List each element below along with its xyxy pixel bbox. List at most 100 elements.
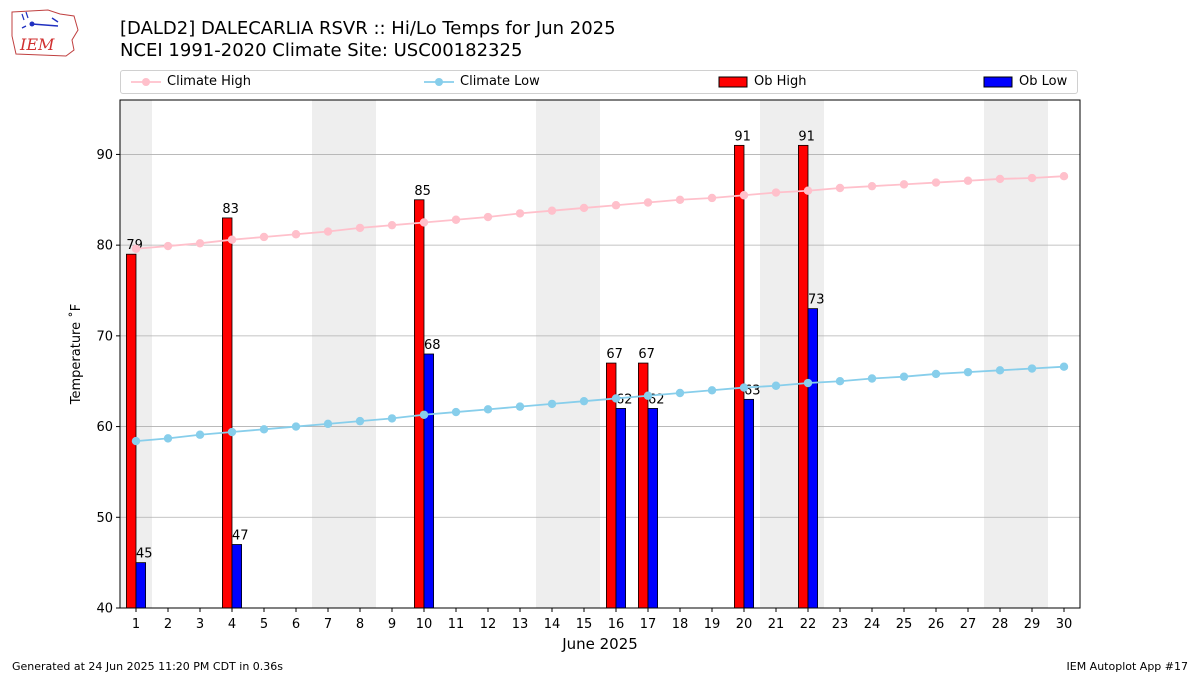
climate-high-point [1059, 172, 1069, 181]
climate-low-point [963, 367, 973, 377]
x-tick-label: 3 [196, 617, 204, 632]
climate-high-line-icon [131, 77, 161, 86]
y-tick-label: 40 [96, 602, 113, 617]
x-tick-label: 22 [800, 617, 817, 632]
x-tick-label: 27 [960, 617, 977, 632]
climate-high-point [163, 241, 173, 251]
chart-title: [DALD2] DALECARLIA RSVR :: Hi/Lo Temps f… [120, 18, 616, 39]
chart-subtitle: NCEI 1991-2020 Climate Site: USC00182325 [120, 40, 523, 61]
climate-low-point [227, 427, 237, 437]
x-tick-label: 19 [704, 617, 721, 632]
ob-low-bar [615, 408, 627, 609]
climate-high-point [227, 235, 237, 244]
climate-low-point [739, 383, 749, 392]
ob-high-label: 67 [638, 347, 655, 362]
climate-low-point [611, 394, 621, 403]
x-tick-label: 1 [132, 617, 140, 632]
climate-high-point [419, 218, 429, 227]
x-tick-label: 17 [640, 617, 657, 632]
climate-high-point [611, 201, 621, 210]
legend-label-climate-low: Climate Low [460, 74, 540, 89]
ob-low-bar [231, 544, 243, 609]
plot-frame [119, 99, 1081, 609]
x-tick-label: 10 [416, 617, 433, 632]
weekend-shade [536, 100, 568, 608]
x-tick-label: 20 [736, 617, 753, 632]
x-tick-label: 25 [896, 617, 913, 632]
climate-low-point [291, 422, 301, 431]
ob-low-bar [647, 408, 659, 609]
x-tick-label: 15 [576, 617, 593, 632]
climate-high-point [643, 198, 653, 207]
weekend-shade [1016, 100, 1048, 608]
climate-low-point [259, 425, 269, 434]
y-tick-label: 50 [96, 511, 113, 526]
climate-low-line-icon [424, 77, 454, 86]
ob-high-bar [798, 144, 809, 609]
climate-high-point [579, 203, 589, 213]
ob-high-label: 85 [414, 184, 431, 199]
y-tick-label: 70 [96, 329, 113, 344]
climate-low-point [995, 366, 1005, 375]
ob-high-bar [734, 144, 745, 609]
x-tick-label: 13 [512, 617, 529, 632]
weekend-shade [568, 100, 600, 608]
app-footer: IEM Autoplot App #17 [1066, 660, 1189, 673]
ob-low-bar [135, 562, 147, 609]
x-tick-label: 8 [356, 617, 364, 632]
climate-high-point [803, 186, 813, 195]
logo-text: IEM [19, 35, 55, 54]
climate-high-point [675, 195, 685, 204]
climate-low-point [1027, 364, 1037, 373]
ob-low-bar [807, 308, 819, 609]
climate-low-point [547, 399, 557, 409]
ob-low-label: 45 [136, 547, 153, 562]
climate-high-point [1027, 173, 1037, 183]
climate-high-line [135, 175, 1065, 250]
ob-high-bar [413, 199, 425, 609]
climate-high-point [771, 188, 781, 197]
legend-ob-low: Ob Low [983, 74, 1067, 89]
x-tick-label: 14 [544, 617, 561, 632]
x-axis-label: June 2025 [561, 635, 638, 653]
legend-ob-high: Ob High [718, 74, 807, 89]
y-axis-label: Temperature ˚F [68, 304, 84, 405]
climate-low-point [355, 416, 365, 426]
x-tick-label: 23 [832, 617, 849, 632]
climate-low-point [579, 396, 589, 406]
x-tick-label: 29 [1024, 617, 1041, 632]
ob-low-label: 47 [232, 529, 249, 544]
ob-low-label: 62 [616, 392, 633, 407]
climate-low-point [515, 402, 525, 411]
x-tick-label: 30 [1056, 617, 1073, 632]
legend-label-ob-low: Ob Low [1019, 74, 1068, 89]
ob-low-bar [743, 398, 755, 609]
ob-low-label: 68 [424, 338, 441, 353]
climate-low-point [675, 388, 685, 398]
ob-low-swatch-icon [983, 76, 1013, 87]
climate-low-point [803, 378, 813, 388]
climate-low-point [1059, 362, 1069, 371]
climate-high-point [515, 209, 525, 218]
x-tick-label: 28 [992, 617, 1009, 632]
climate-high-point [131, 244, 141, 253]
climate-low-point [451, 407, 461, 417]
climate-high-point [291, 230, 301, 239]
iem-logo: IEM [11, 9, 79, 57]
climate-low-point [835, 377, 845, 386]
climate-high-point [707, 193, 717, 203]
ob-high-label: 67 [606, 347, 623, 362]
legend-label-ob-high: Ob High [754, 74, 807, 89]
climate-high-point [547, 206, 557, 215]
generated-footer: Generated at 24 Jun 2025 11:20 PM CDT in… [12, 660, 284, 673]
x-tick-label: 4 [228, 617, 236, 632]
y-tick-label: 80 [96, 239, 113, 254]
climate-high-point [995, 174, 1005, 184]
climate-low-point [131, 436, 141, 446]
climate-low-point [771, 381, 781, 390]
x-tick-label: 26 [928, 617, 945, 632]
climate-high-point [451, 215, 461, 224]
x-tick-label: 16 [608, 617, 625, 632]
climate-low-point [163, 434, 173, 443]
climate-high-point [323, 227, 333, 236]
